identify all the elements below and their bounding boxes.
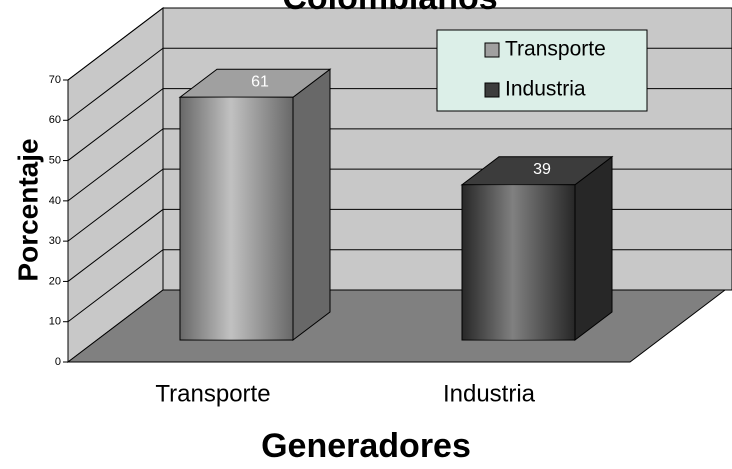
grid-line	[67, 7, 732, 81]
y-tick-label: 60	[49, 114, 61, 126]
grid-line	[67, 128, 732, 202]
data-label: 61	[251, 73, 269, 90]
legend-label: Transporte	[505, 38, 606, 61]
legend-swatch	[484, 82, 500, 98]
bar-shine	[180, 97, 293, 340]
y-tick-label: 70	[49, 74, 61, 86]
data-label: 39	[533, 161, 551, 178]
legend-box	[436, 29, 648, 112]
legend-label: Industria	[505, 78, 586, 101]
y-tick-label: 50	[49, 154, 61, 166]
bar-shine	[462, 184, 575, 340]
y-tick-label: 0	[55, 356, 61, 368]
chart-title: Colombianos	[282, 0, 497, 17]
y-tick-label: 20	[49, 275, 61, 287]
y-tick-label: 30	[49, 235, 61, 247]
x-tick-label: Industria	[443, 380, 536, 407]
x-axis-label: Generadores	[261, 427, 471, 465]
legend-swatch	[484, 42, 500, 58]
y-tick-label: 40	[49, 195, 61, 207]
floor	[66, 289, 727, 363]
bar-side-shade	[293, 69, 330, 340]
y-axis-label: Porcentaje	[12, 138, 43, 281]
x-tick-label: Transporte	[155, 380, 270, 407]
bar-side-shade	[575, 156, 612, 340]
y-tick-label: 10	[49, 316, 61, 328]
